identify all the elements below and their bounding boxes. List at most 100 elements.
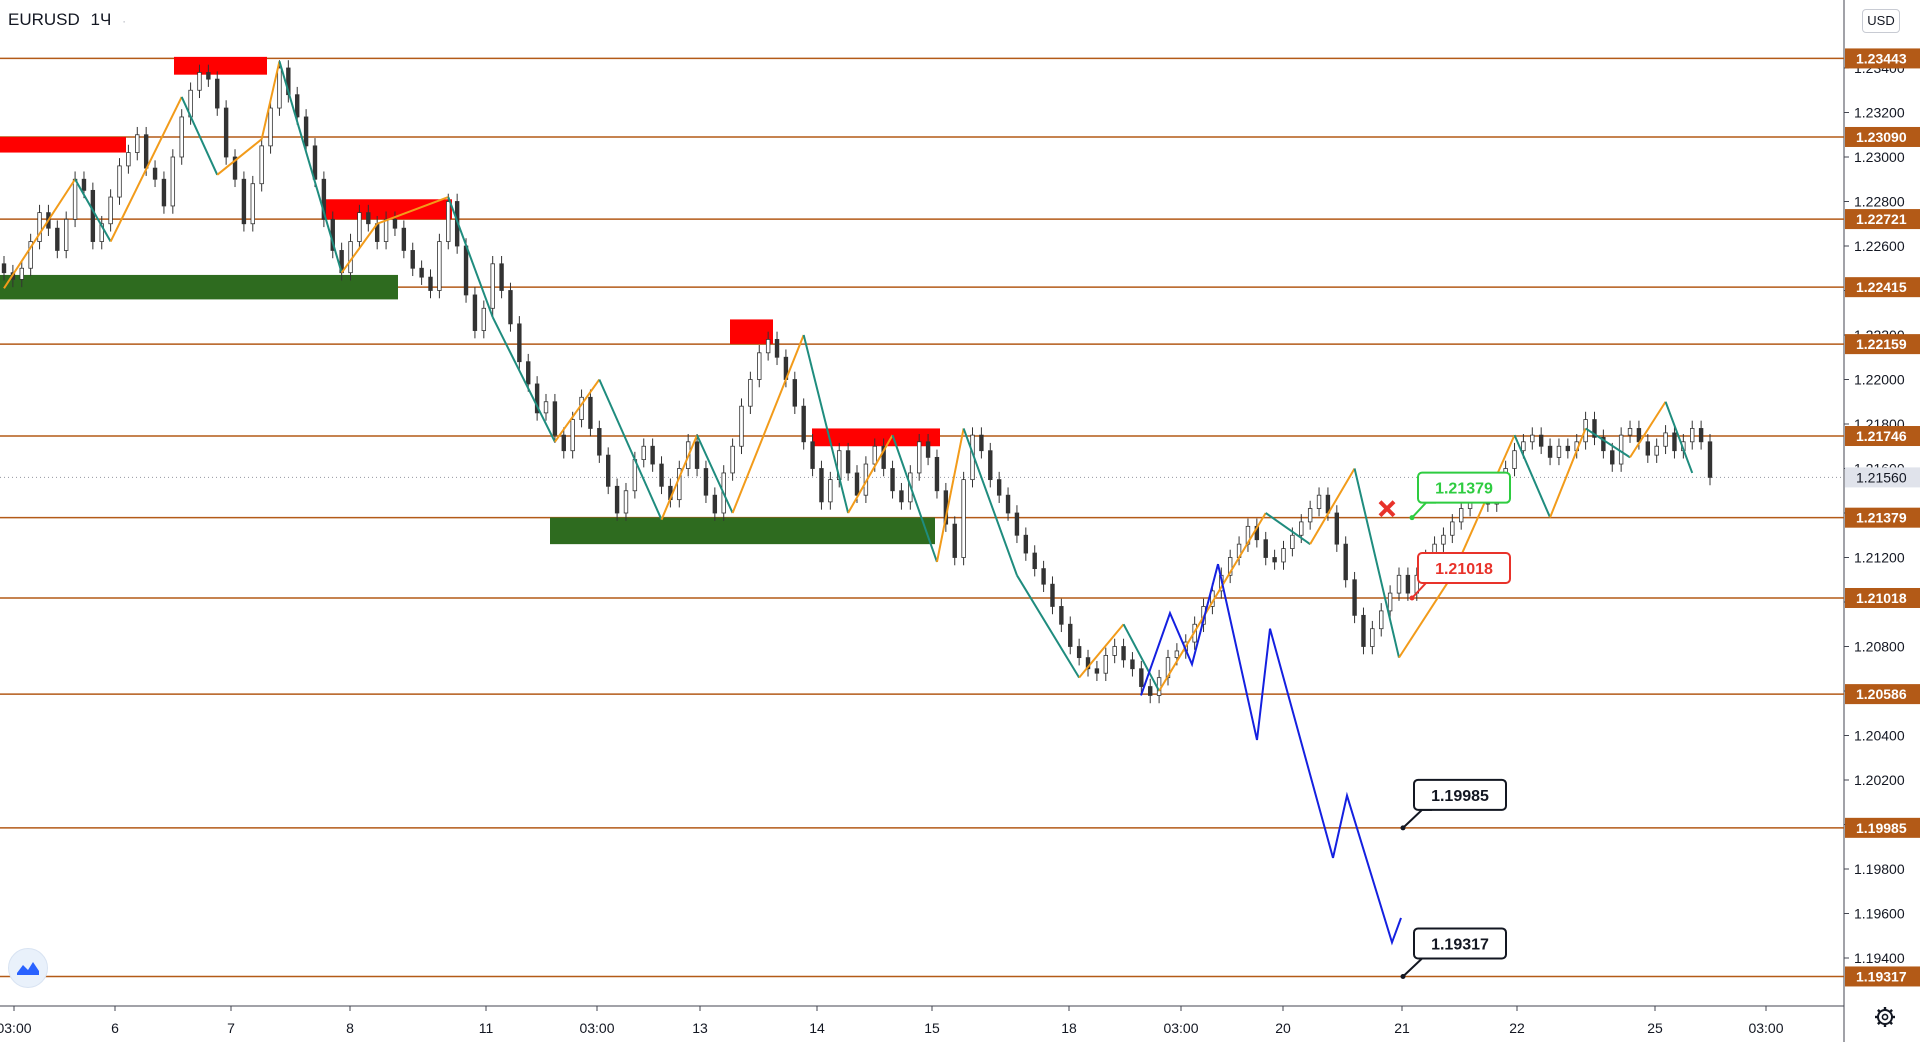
currency-selector[interactable]: USD [1862, 9, 1900, 33]
symbol-title[interactable]: EURUSD 1Ч · [8, 10, 132, 30]
candle-body [614, 485, 620, 514]
time-tick-label: 7 [227, 1020, 235, 1036]
candle-body [765, 339, 771, 354]
candle-body [481, 307, 487, 331]
price-tick-label: 1.19400 [1854, 950, 1905, 966]
candle-body [925, 441, 931, 458]
candle-body [1690, 428, 1695, 443]
separator-dot: · [122, 14, 127, 28]
candle-body [117, 165, 122, 198]
symbol-name[interactable]: EURUSD [8, 10, 80, 29]
zigzag-segment [847, 434, 894, 514]
candle-body [890, 468, 895, 492]
candle-body [1547, 445, 1553, 458]
candle-body [28, 241, 33, 269]
callout-box [1417, 551, 1511, 584]
time-tick-label: 15 [924, 1020, 940, 1036]
zigzag-segment [1629, 401, 1667, 458]
level-price-tag-label: 1.22721 [1856, 211, 1907, 227]
zigzag-segment [109, 96, 183, 242]
candle-body [1023, 534, 1029, 554]
candle-body [1601, 436, 1606, 452]
price-tick-label: 1.21200 [1854, 550, 1905, 566]
zigzag-segment [935, 428, 965, 563]
candle-body [1316, 494, 1322, 509]
candle-body [410, 250, 415, 269]
candle-body [1032, 552, 1037, 570]
level-price-tag-label: 1.19317 [1856, 968, 1907, 984]
candle-body [757, 352, 762, 380]
candle-body [1307, 508, 1313, 523]
price-tick-label: 1.19800 [1854, 861, 1905, 877]
price-tick-label: 1.22000 [1854, 372, 1905, 388]
forecast-polyline[interactable] [1140, 563, 1402, 946]
forecast-path[interactable] [1140, 563, 1402, 946]
candle-body [641, 445, 646, 461]
candle-body [1103, 655, 1108, 674]
level-price-tag-label: 1.22159 [1856, 336, 1907, 352]
zigzag-segment [1265, 512, 1311, 545]
time-tick-label: 03:00 [1163, 1020, 1198, 1036]
callout-box [1413, 927, 1507, 960]
gear-icon[interactable] [1873, 1005, 1897, 1029]
level-price-tag [1845, 966, 1920, 987]
zones[interactable] [0, 56, 940, 545]
candle-body [1094, 668, 1100, 674]
candle-body [1148, 686, 1153, 696]
candle-body [1441, 534, 1446, 545]
level-price-tag-label: 1.23443 [1856, 50, 1907, 66]
level-price-tag [1845, 684, 1920, 705]
level-price-tag-label: 1.21379 [1856, 510, 1907, 526]
level-price-tag-label: 1.22415 [1856, 279, 1907, 295]
tradingview-logo-icon[interactable] [8, 948, 48, 988]
candle-body [650, 445, 655, 465]
candle-body [1299, 521, 1304, 536]
zigzag-segment [1451, 434, 1516, 576]
candle-body [1459, 508, 1464, 523]
candle-body [517, 323, 522, 363]
candle-body [1281, 548, 1286, 563]
interval-label[interactable]: 1Ч [90, 10, 112, 29]
candle-body [1227, 557, 1233, 576]
candle-body [126, 152, 131, 167]
candle-body [312, 145, 318, 180]
candle-body [366, 212, 371, 225]
time-tick-label: 13 [692, 1020, 708, 1036]
price-callouts[interactable]: 1.21379 1.21018 1.19985 1.19317 [1378, 471, 1511, 979]
candle-body [703, 468, 709, 496]
time-tick-label: 21 [1394, 1020, 1410, 1036]
candle-body [534, 383, 540, 414]
candle-body [694, 441, 700, 469]
zigzag-segment [216, 138, 263, 176]
candle-body [99, 223, 104, 242]
candle-body [392, 218, 398, 229]
candle-body [295, 94, 300, 118]
resistance-zone [174, 56, 267, 75]
time-tick-label: 8 [346, 1020, 354, 1036]
price-tick-label: 1.20800 [1854, 639, 1905, 655]
price-tick-label: 1.19600 [1854, 906, 1905, 922]
candle-body [499, 263, 504, 291]
candle-body [161, 178, 167, 207]
candle-body [1370, 628, 1375, 647]
candle-body [979, 434, 984, 452]
time-scale[interactable]: 03:00 6 7 8 11 03:00 13 14 15 18 03:00 20 21 22 25 03:0… [0, 1005, 1844, 1036]
candle-body [1396, 574, 1402, 594]
callout-pointer [1411, 501, 1436, 519]
zigzag-segment [491, 316, 556, 443]
candle-body [934, 456, 940, 492]
zigzag-segment [74, 178, 112, 243]
time-tick-label: 14 [809, 1020, 825, 1036]
level-price-tag-label: 1.19985 [1856, 820, 1907, 836]
current-price-tag [1845, 467, 1920, 488]
candle-body [508, 290, 513, 325]
level-price-tag [1845, 587, 1920, 608]
level-price-tag [1845, 277, 1920, 298]
zigzag-segment [1398, 574, 1454, 659]
candle-body [988, 450, 993, 481]
candle-body [916, 441, 922, 474]
level-price-tag [1845, 48, 1920, 69]
price-tick-label: 1.22600 [1854, 238, 1905, 254]
time-tick-label: 03:00 [0, 1020, 32, 1036]
